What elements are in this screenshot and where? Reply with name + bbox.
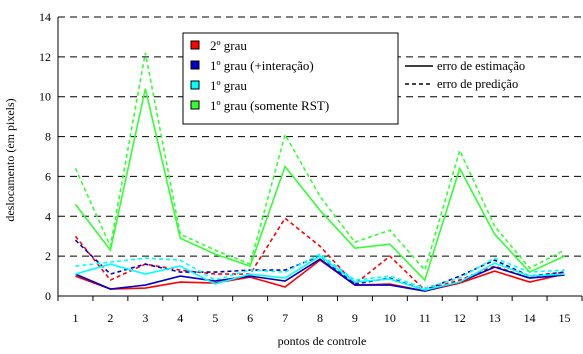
legend-label: 1º grau [210, 78, 247, 93]
y-tick-label: 6 [45, 169, 51, 183]
legend-label: 2º grau [210, 38, 247, 53]
legend-swatch [190, 40, 200, 50]
x-tick-label: 2 [107, 311, 113, 325]
legend-swatch [190, 60, 200, 70]
legend-label: 1º grau (somente RST) [210, 98, 329, 113]
x-tick-label: 15 [559, 311, 571, 325]
x-tick-label: 10 [384, 311, 396, 325]
legend-label: 1º grau (+interação) [210, 58, 314, 73]
series-1-estimation-line [75, 258, 565, 292]
x-tick-label: 3 [142, 311, 148, 325]
legend-box [182, 32, 399, 125]
x-tick-label: 5 [212, 311, 218, 325]
y-tick-label: 14 [39, 10, 51, 24]
y-tick-label: 0 [45, 289, 51, 303]
y-tick-label: 2 [45, 249, 51, 263]
x-tick-label: 4 [177, 311, 183, 325]
series-0-prediction-line [74, 217, 565, 291]
y-tick-label: 8 [45, 130, 51, 144]
x-tick-label: 8 [317, 311, 323, 325]
x-tick-label: 6 [247, 311, 253, 325]
x-tick-label: 14 [524, 311, 536, 325]
x-tick-label: 12 [454, 311, 466, 325]
x-axis-label: pontos de controle [278, 334, 367, 348]
x-tick-label: 1 [72, 311, 78, 325]
y-tick-label: 12 [39, 50, 51, 64]
series-0-estimation-line [75, 259, 565, 292]
y-tick-label: 10 [39, 90, 51, 104]
legend-swatch [190, 100, 200, 110]
x-tick-label: 7 [282, 311, 288, 325]
series-3-estimation-line [74, 88, 565, 282]
legend-swatch [190, 80, 200, 90]
y-tick-label: 4 [45, 209, 51, 223]
series-3-prediction-line [74, 52, 565, 272]
line-style-label: erro de predição [437, 77, 518, 91]
x-tick-label: 13 [489, 311, 501, 325]
series-2-prediction-line [75, 253, 565, 289]
legend: 2º grau 1º grau (+interação) 1º grau 1º gra… [182, 32, 525, 125]
x-tick-label: 9 [352, 311, 358, 325]
series-2-estimation-line [75, 255, 565, 291]
y-axis-label: deslocamento (em pixels) [3, 98, 17, 221]
line-style-label: erro de estimação [437, 59, 525, 73]
x-tick-label: 11 [419, 311, 431, 325]
